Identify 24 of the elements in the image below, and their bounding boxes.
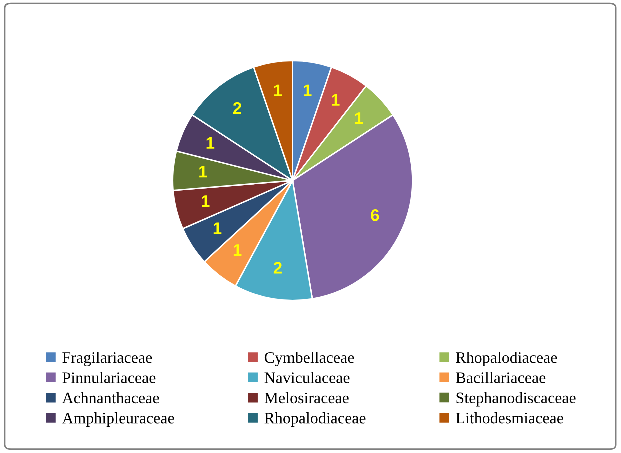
- legend-label: Pinnulariaceae: [62, 372, 156, 384]
- legend-label: Fragilariaceae: [62, 352, 152, 366]
- legend-label: Rhopalodiaceae: [264, 412, 366, 428]
- legend-label: Melosiraceae: [264, 392, 349, 404]
- data-label: 1: [206, 137, 215, 149]
- data-label: 1: [214, 222, 222, 234]
- data-label: 2: [233, 102, 242, 114]
- legend-label: Cymbellaceae: [264, 352, 354, 366]
- legend-label: Naviculaceae: [264, 372, 350, 384]
- legend-label: Amphipleuraceae: [62, 412, 174, 428]
- data-label: 2: [274, 262, 282, 274]
- legend-label: Bacillariaceae: [456, 372, 546, 384]
- data-label: 6: [371, 210, 380, 222]
- data-label: 1: [304, 84, 312, 96]
- legend-label: Stephanodiscaceae: [456, 392, 576, 407]
- legend-label: Achnanthaceae: [62, 392, 160, 404]
- data-label: 1: [234, 244, 242, 256]
- legend-label: Lithodesmiaceae: [456, 412, 564, 424]
- data-label: 1: [202, 196, 210, 208]
- data-label: 1: [332, 94, 340, 106]
- data-label: 1: [274, 84, 282, 96]
- data-label: 1: [200, 166, 208, 178]
- data-label: 1: [355, 112, 364, 124]
- legend-label: Rhopalodiaceae: [456, 352, 558, 366]
